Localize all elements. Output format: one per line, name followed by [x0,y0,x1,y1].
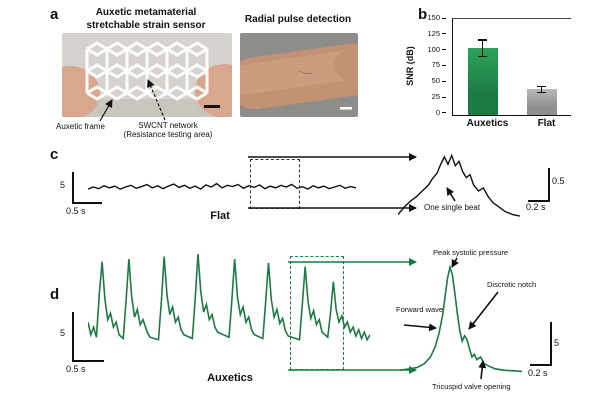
auxetics-inset-scalebar [530,322,552,366]
ytick-75: 75 [432,60,446,69]
flat-trace-scalebar [72,172,102,204]
flat-signal-trace [88,166,356,208]
panel-b-letter: b [418,6,428,23]
swcnt-label-line2: (Resistance testing area) [123,129,213,139]
flat-inset-scalebar [528,168,550,202]
flat-time-scale: 0.5 s [66,206,86,216]
ytick-0: 0 [436,108,446,117]
one-single-beat-label: One single beat [424,203,481,212]
auxetics-signal-trace [88,244,370,370]
auxetics-time-scale: 0.5 s [66,364,86,374]
ytick-100: 100 [427,45,446,54]
auxetics-trace-scalebar [72,312,104,362]
radial-pulse-photo-art [240,33,358,117]
auxetic-sensor-photo-art [62,33,232,117]
sensor-photo-title: Auxetic metamaterial stretchable strain … [58,7,234,32]
ytick-150: 150 [427,13,446,22]
error-bar-flat [538,85,545,94]
photo-scale-bar [204,105,220,108]
ytick-125: 125 [427,29,446,38]
flat-beat-polyline [398,155,520,216]
auxetics-signal-polyline [88,254,370,340]
auxetics-inset-amp-scale: 5 [554,338,560,348]
auxetics-zoom-region-box [290,256,344,370]
category-auxetics: Auxetics [466,118,509,129]
auxetics-trace-label: Auxetics [207,372,253,384]
flat-beat-inset [398,148,520,222]
ytick-25: 25 [432,92,446,101]
snr-axis-ticks: 150 125 100 75 50 25 0 [420,13,446,117]
panel-a-letter: a [50,6,59,23]
swcnt-label-line1: SWCNT network [138,121,198,130]
flat-amp-scale: 5 [60,180,66,190]
tricuspid-valve-label: Tricuspid valve opening [432,382,511,391]
bar-auxetics [467,39,498,115]
photo-scale-bar [340,107,352,110]
flat-signal-polyline [88,184,356,189]
auxetics-amp-scale: 5 [60,328,66,338]
forward-wave-label: Forward wave [396,305,444,314]
pulse-photo-title: Radial pulse detection [244,14,352,25]
panel-d-letter: d [50,286,60,303]
flat-inset-time-scale: 0.2 s [526,202,546,212]
auxetics-pulse-inset [400,254,522,386]
auxetic-lattice [85,41,209,101]
dicrotic-notch-label: Discrotic notch [487,280,537,289]
flat-trace-label: Flat [210,210,230,222]
auxetics-inset-time-scale: 0.2 s [528,368,548,378]
bar-flat [526,85,557,115]
panel-c-letter: c [50,146,59,163]
snr-bar-chart [452,18,571,116]
sensor-photo-title-line2: stretchable strain sensor [86,19,206,31]
sensor-photo-title-line1: Auxetic metamaterial [95,7,197,18]
peak-systolic-label: Peak systolic pressure [433,248,509,257]
auxetic-frame-label: Auxetic frame [56,122,105,131]
error-bar-auxetics [479,39,486,58]
ytick-50: 50 [432,76,446,85]
flat-zoom-region-box [250,159,300,209]
radial-pulse-photo [240,33,358,117]
auxetic-sensor-photo [62,33,232,117]
flat-inset-amp-scale: 0.5 [552,176,565,186]
bar-chart-categories: Auxetics Flat [452,118,570,129]
snr-axis-label: SNR (dB) [405,46,415,86]
swcnt-label: SWCNT network (Resistance testing area) [112,121,224,140]
category-flat: Flat [537,118,556,129]
